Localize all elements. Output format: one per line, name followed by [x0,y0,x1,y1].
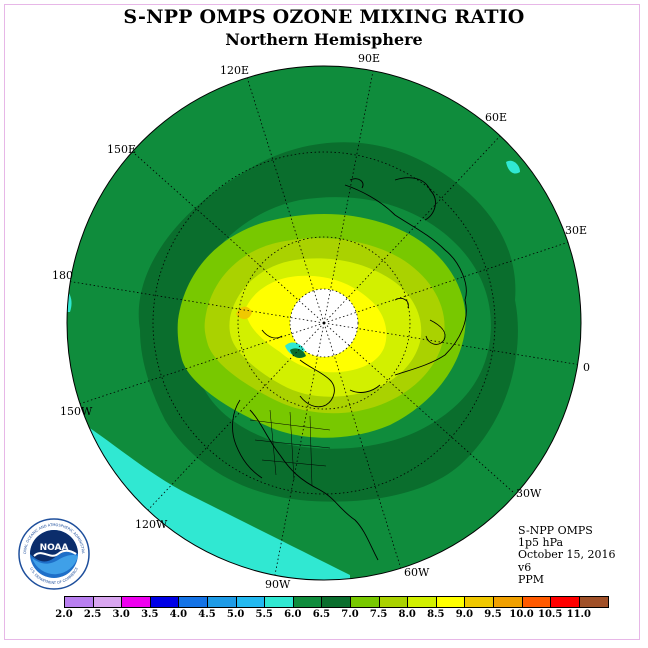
colorbar-swatch [379,597,409,607]
lon-label-60e: 60E [485,111,508,124]
us-state-borders [249,409,331,487]
lon-label-150e: 150E [107,143,137,156]
colorbar-swatch [150,597,180,607]
colorbar-tick-label: 10.0 [509,609,534,620]
lon-label-120e: 120E [220,64,250,77]
colorbar-swatch [293,597,323,607]
lon-label-30w: 30W [516,487,542,500]
colorbar-swatch [207,597,237,607]
lon-label-150w: 150W [60,405,93,418]
colorbar-swatch [579,597,609,607]
colorbar-tick-label: 2.0 [55,609,73,620]
colorbar-tick-label: 7.0 [341,609,359,620]
field-5.5-6.0-northeast [506,160,520,174]
info-date: October 15, 2016 [518,548,616,562]
colorbar-swatch [465,597,494,607]
colorbar-swatch [122,597,151,607]
field-9.0-9.5 [236,306,252,320]
info-block: S-NPP OMPS 1p5 hPa October 15, 2016 v6 P… [518,524,616,586]
info-version: v6 [518,560,532,574]
lon-label-0: 0 [583,361,590,374]
figure-frame [4,4,640,640]
noaa-logo: NOAA NATIONAL OCEANIC AND ATMOSPHERIC AD… [18,518,90,590]
colorbar-swatch [522,597,552,607]
lon-label-120w: 120W [135,518,168,531]
colorbar-tick-label: 8.5 [427,609,445,620]
colorbar-swatch [265,597,294,607]
coastlines [232,177,467,561]
colorbar-swatch [551,597,580,607]
graticule [67,66,581,580]
colorbar-tick-label: 3.0 [112,609,130,620]
info-units: PPM [518,572,545,586]
colorbar-swatch [493,597,523,607]
svg-text:NOAA: NOAA [40,543,69,553]
colorbar-tick-label: 5.0 [226,609,245,620]
field-5.5-6.0-west-edge [67,285,72,312]
colorbar-tick-label: 6.0 [284,609,302,620]
colorbar-tick-label: 6.5 [312,609,331,620]
colorbar-tick-label: 4.5 [198,609,216,620]
colorbar-swatch [350,597,380,607]
colorbar-swatch [322,597,351,607]
colorbar [64,596,610,608]
colorbar-tick-label: 9.0 [455,609,474,620]
lon-label-90w: 90W [265,578,291,591]
lon-label-60w: 60W [404,566,430,579]
colorbar-tick-label: 5.5 [255,609,273,620]
colorbar-tick-label: 7.5 [369,609,388,620]
field-6.5-7.0-notch [290,348,306,358]
colorbar-tick-label: 4.0 [169,609,188,620]
info-instrument: S-NPP OMPS [518,524,593,537]
colorbar-swatch [236,597,266,607]
map-subtitle: Northern Hemisphere [225,30,423,49]
colorbar-swatch [179,597,208,607]
colorbar-tick-label: 3.5 [141,609,159,620]
colorbar-tick-label: 11.0 [566,609,591,620]
map-title: S-NPP OMPS OZONE MIXING RATIO [123,6,525,28]
lon-label-180: 180 [52,269,73,282]
lon-label-90e: 90E [358,52,381,65]
colorbar-swatch [436,597,466,607]
colorbar-tick-label: 10.5 [538,609,563,620]
info-pressure-level: 1p5 hPa [518,536,564,550]
colorbar-tick-label: 8.0 [398,609,416,620]
colorbar-tick-label: 9.5 [484,609,502,620]
colorbar-swatch [93,597,123,607]
map-boundary [66,65,582,581]
lon-label-30e: 30E [565,224,588,237]
colorbar-swatch [408,597,437,607]
colorbar-swatch [65,597,94,607]
colorbar-tick-label: 2.5 [83,609,102,620]
